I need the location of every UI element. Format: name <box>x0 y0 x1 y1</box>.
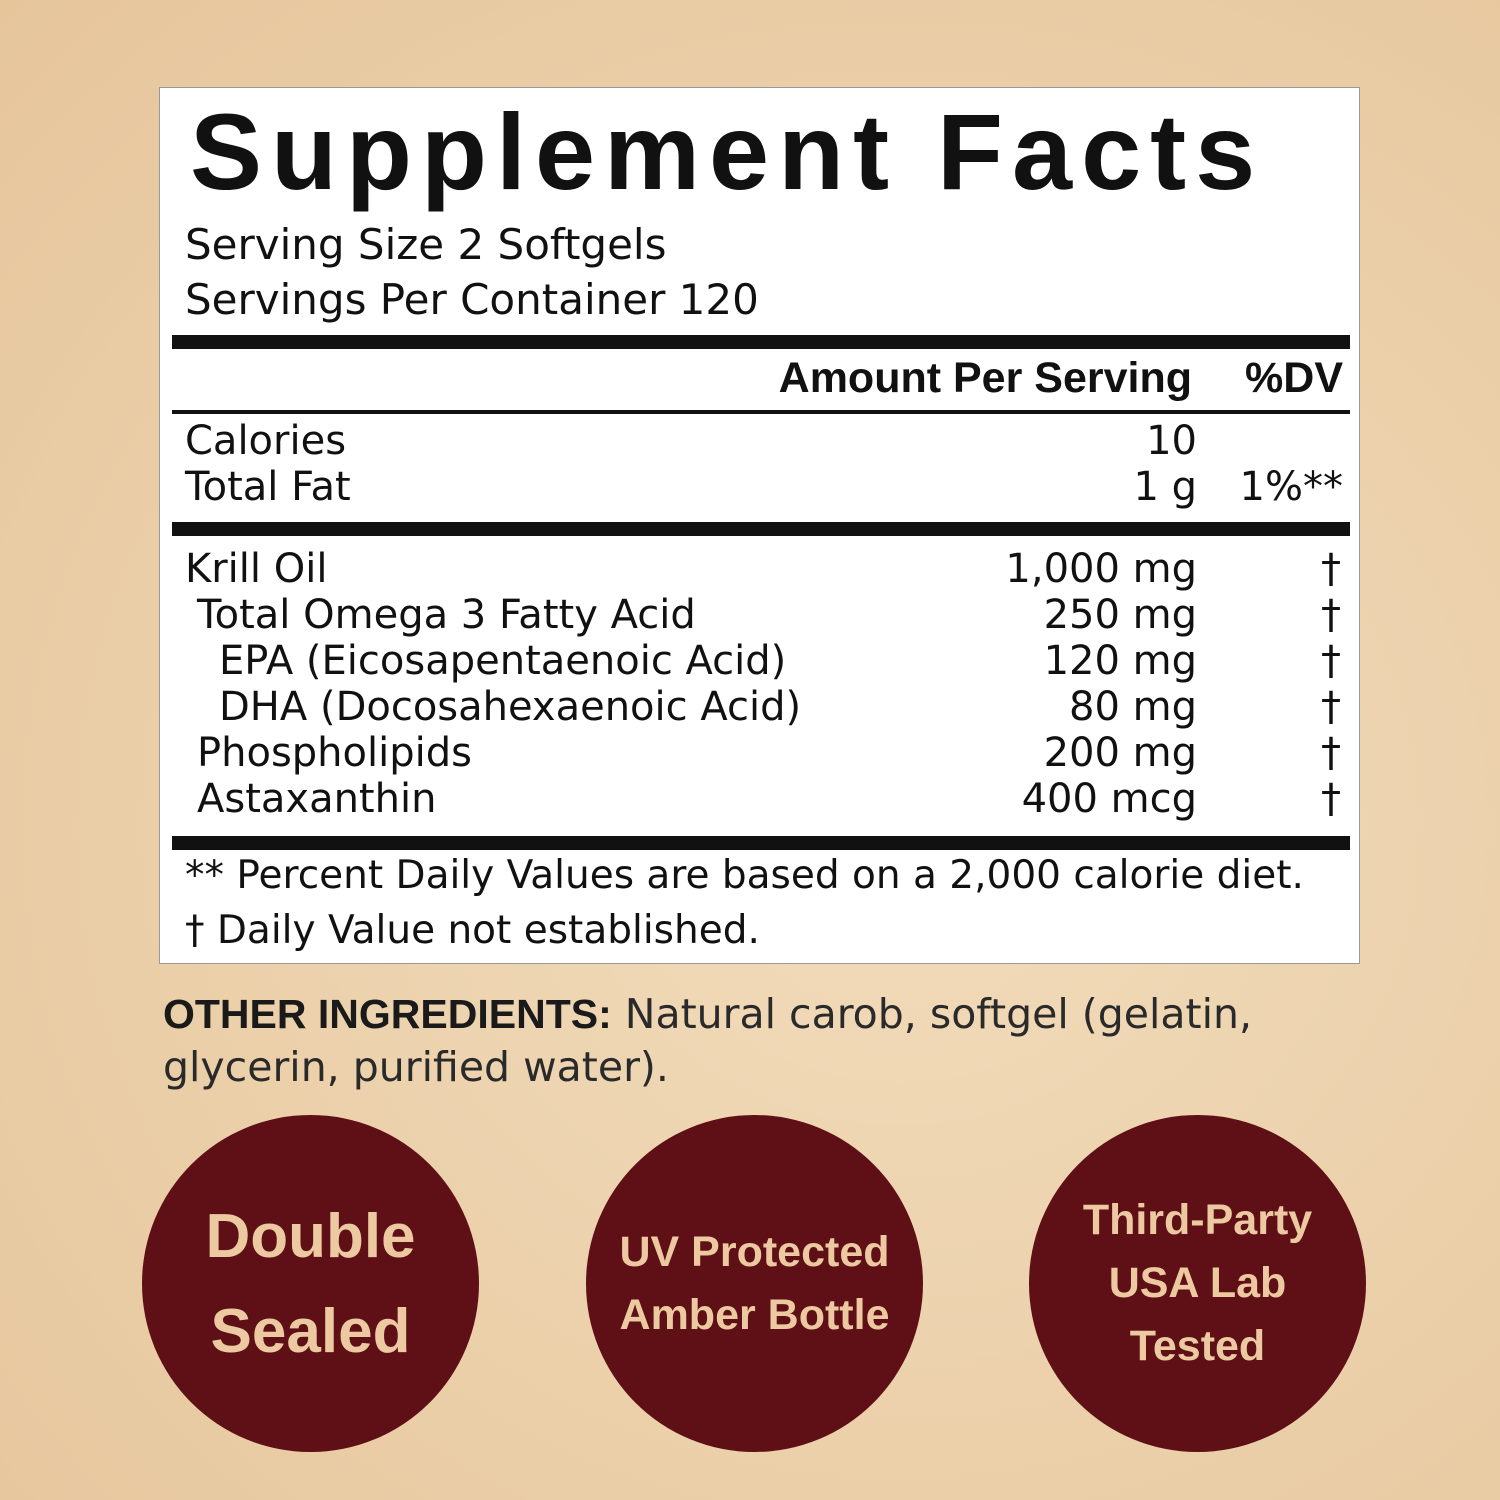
badge-line: Third-Party <box>1082 1196 1313 1244</box>
nutrient-name: Calories <box>185 418 347 464</box>
footnote-dagger: † Daily Value not established. <box>185 908 760 953</box>
badge-third-party-tested: Third-Party USA Lab Tested <box>1029 1115 1366 1452</box>
ingredient-amount: 1,000 mg <box>1005 546 1197 592</box>
badge-line: USA Lab <box>1108 1259 1287 1307</box>
footnote-dv: ** Percent Daily Values are based on a 2… <box>185 853 1304 898</box>
divider-thin <box>172 410 1350 414</box>
badge-double-sealed: Double Sealed <box>142 1115 479 1452</box>
badge-line: Double <box>205 1201 416 1271</box>
ingredient-dv: † <box>1321 730 1341 776</box>
amount-header: Amount Per Serving <box>778 354 1192 402</box>
ingredient-dv: † <box>1321 684 1341 730</box>
nutrient-amount: 1 g <box>1133 464 1197 510</box>
ingredient-dv: † <box>1321 592 1341 638</box>
other-ingredients-heading: OTHER INGREDIENTS: <box>163 991 612 1037</box>
badge-line: Sealed <box>210 1296 411 1366</box>
ingredient-name: Krill Oil <box>185 546 328 592</box>
ingredient-amount: 200 mg <box>1043 730 1197 776</box>
ingredient-amount: 250 mg <box>1043 592 1197 638</box>
dv-header: %DV <box>1245 354 1343 402</box>
divider-thick <box>172 836 1350 850</box>
nutrient-dv: 1%** <box>1239 464 1343 510</box>
ingredient-amount: 80 mg <box>1069 684 1197 730</box>
other-ingredients: OTHER INGREDIENTS: Natural carob, softge… <box>163 988 1313 1094</box>
serving-size: Serving Size 2 Softgels <box>185 220 667 269</box>
nutrient-name: Total Fat <box>185 464 351 510</box>
badge-uv-protected: UV Protected Amber Bottle <box>586 1115 923 1452</box>
badge-line: UV Protected <box>619 1227 890 1276</box>
ingredient-amount: 120 mg <box>1043 638 1197 684</box>
other-ingredients-text: Natural carob, softgel (gelatin, glyceri… <box>163 990 1252 1091</box>
badge-line: Amber Bottle <box>619 1290 890 1339</box>
ingredient-name: EPA (Eicosapentaenoic Acid) <box>219 638 787 684</box>
supplement-facts-panel: Supplement Facts Serving Size 2 Softgels… <box>159 87 1360 964</box>
ingredient-dv: † <box>1321 546 1341 592</box>
ingredient-name: Total Omega 3 Fatty Acid <box>197 592 696 638</box>
ingredient-amount: 400 mcg <box>1021 776 1197 822</box>
ingredient-dv: † <box>1321 776 1341 822</box>
divider-thick <box>172 335 1350 349</box>
badge-line: Tested <box>1129 1322 1266 1370</box>
ingredient-name: Astaxanthin <box>197 776 437 822</box>
nutrient-amount: 10 <box>1146 418 1197 464</box>
ingredient-name: DHA (Docosahexaenoic Acid) <box>219 684 802 730</box>
panel-title: Supplement Facts <box>190 91 1265 212</box>
servings-per-container: Servings Per Container 120 <box>185 275 759 324</box>
divider-thick <box>172 522 1350 536</box>
ingredient-dv: † <box>1321 638 1341 684</box>
ingredient-name: Phospholipids <box>197 730 472 776</box>
